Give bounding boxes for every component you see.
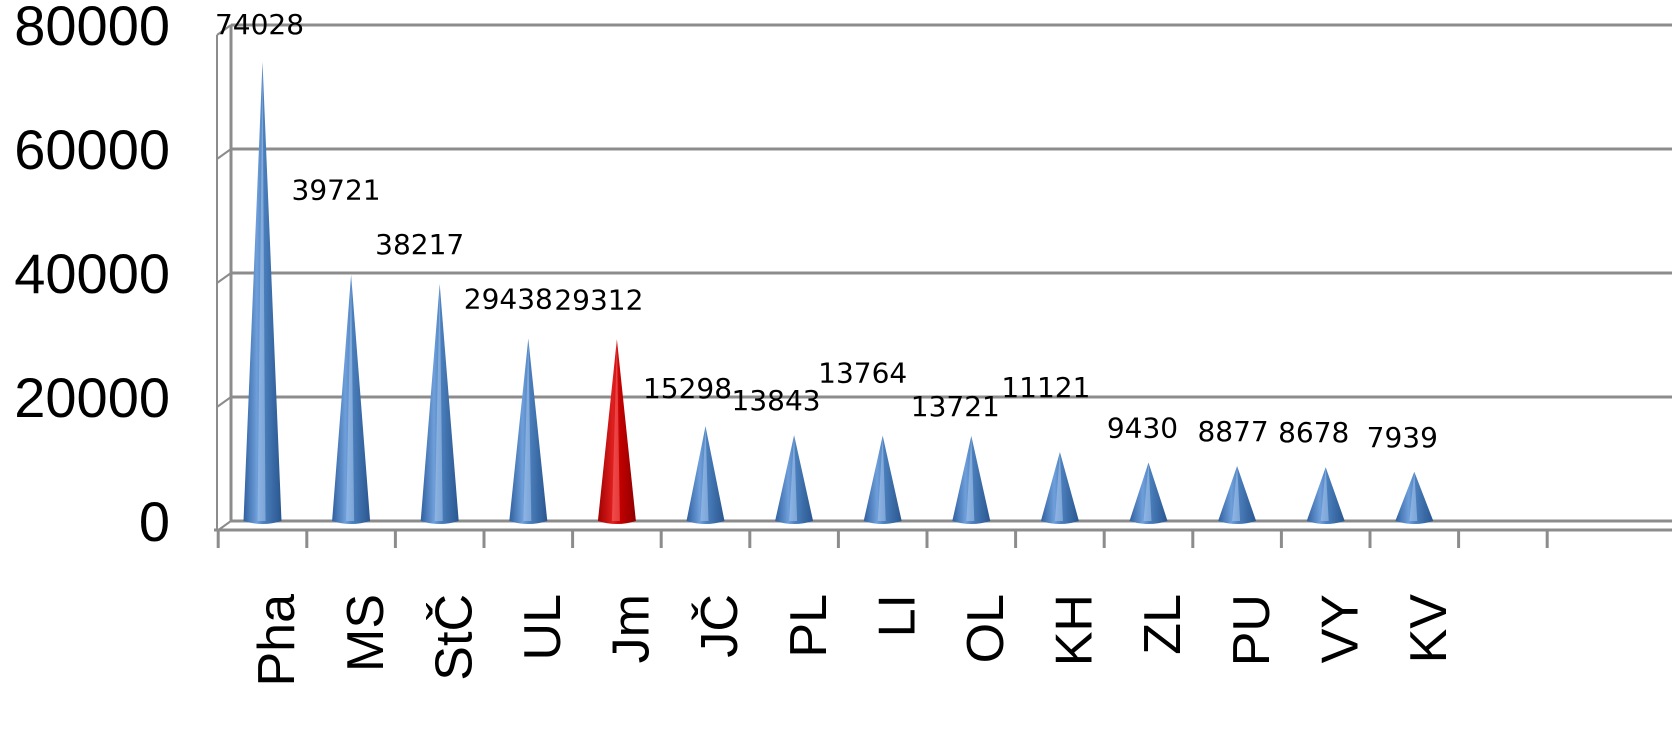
axes xyxy=(214,25,1672,548)
x-tick-label: MS xyxy=(337,594,395,672)
bar-sheen xyxy=(1409,471,1418,521)
data-label: 74028 xyxy=(215,8,304,41)
bar-sheen xyxy=(877,435,886,521)
bar-sheen xyxy=(1054,452,1063,521)
data-label: 39721 xyxy=(292,174,381,207)
x-tick-label: UL xyxy=(514,594,572,660)
data-label: 38217 xyxy=(375,228,464,261)
x-tick-label: ZL xyxy=(1134,594,1192,655)
x-tick-label: VY xyxy=(1311,594,1369,663)
y-tick-label: 0 xyxy=(139,490,170,553)
data-label: 13764 xyxy=(818,357,907,390)
y-axis-ticks: 0 20000 40000 60000 80000 xyxy=(14,0,170,553)
x-tick-label: Pha xyxy=(248,594,306,687)
x-axis-ticks: Pha MS StČ UL Jm JČ PL LI OL KH ZL PU VY KV xyxy=(248,594,1458,687)
data-label: 9430 xyxy=(1107,412,1178,445)
data-label: 13843 xyxy=(732,384,821,417)
x-tick-label: PL xyxy=(780,594,838,658)
gridline-depth xyxy=(216,24,232,36)
data-label: 7939 xyxy=(1367,421,1438,454)
y-tick-label: 60000 xyxy=(14,118,170,181)
bar-sheen xyxy=(1320,467,1329,521)
data-label: 15298 xyxy=(643,372,732,405)
x-tick-label: Jm xyxy=(603,594,661,663)
x-tick-label: StČ xyxy=(425,594,483,681)
bar-sheen xyxy=(611,339,620,521)
gridline-depth xyxy=(216,272,232,284)
gridline-depth xyxy=(216,396,232,408)
data-label: 8678 xyxy=(1278,416,1349,449)
bar-sheen xyxy=(523,338,532,521)
bar-sheen xyxy=(346,274,355,521)
bar-sheen xyxy=(434,284,443,521)
x-tick-label: PU xyxy=(1223,594,1281,666)
bar-sheen xyxy=(789,435,798,521)
x-tick-label: KH xyxy=(1046,594,1104,666)
bar-sheen xyxy=(1232,465,1241,521)
data-label: 8877 xyxy=(1197,415,1268,448)
y-tick-label: 80000 xyxy=(14,0,170,57)
y-tick-label: 40000 xyxy=(14,242,170,305)
x-tick-label: JČ xyxy=(691,594,749,658)
data-label: 29312 xyxy=(554,283,643,316)
bar-sheen xyxy=(700,426,709,521)
x-tick-label: LI xyxy=(868,594,926,637)
bar-sheen xyxy=(257,62,266,522)
gridline-depth xyxy=(216,148,232,160)
y-tick-label: 20000 xyxy=(14,366,170,429)
bar-sheen xyxy=(966,435,975,521)
data-label: 29438 xyxy=(464,282,553,315)
bars xyxy=(243,62,1434,525)
bar-sheen xyxy=(1143,462,1152,521)
x-tick-label: KV xyxy=(1400,594,1458,664)
x-tick-label: OL xyxy=(957,594,1015,663)
data-label: 13721 xyxy=(911,390,1000,423)
data-label: 11121 xyxy=(1001,371,1090,404)
